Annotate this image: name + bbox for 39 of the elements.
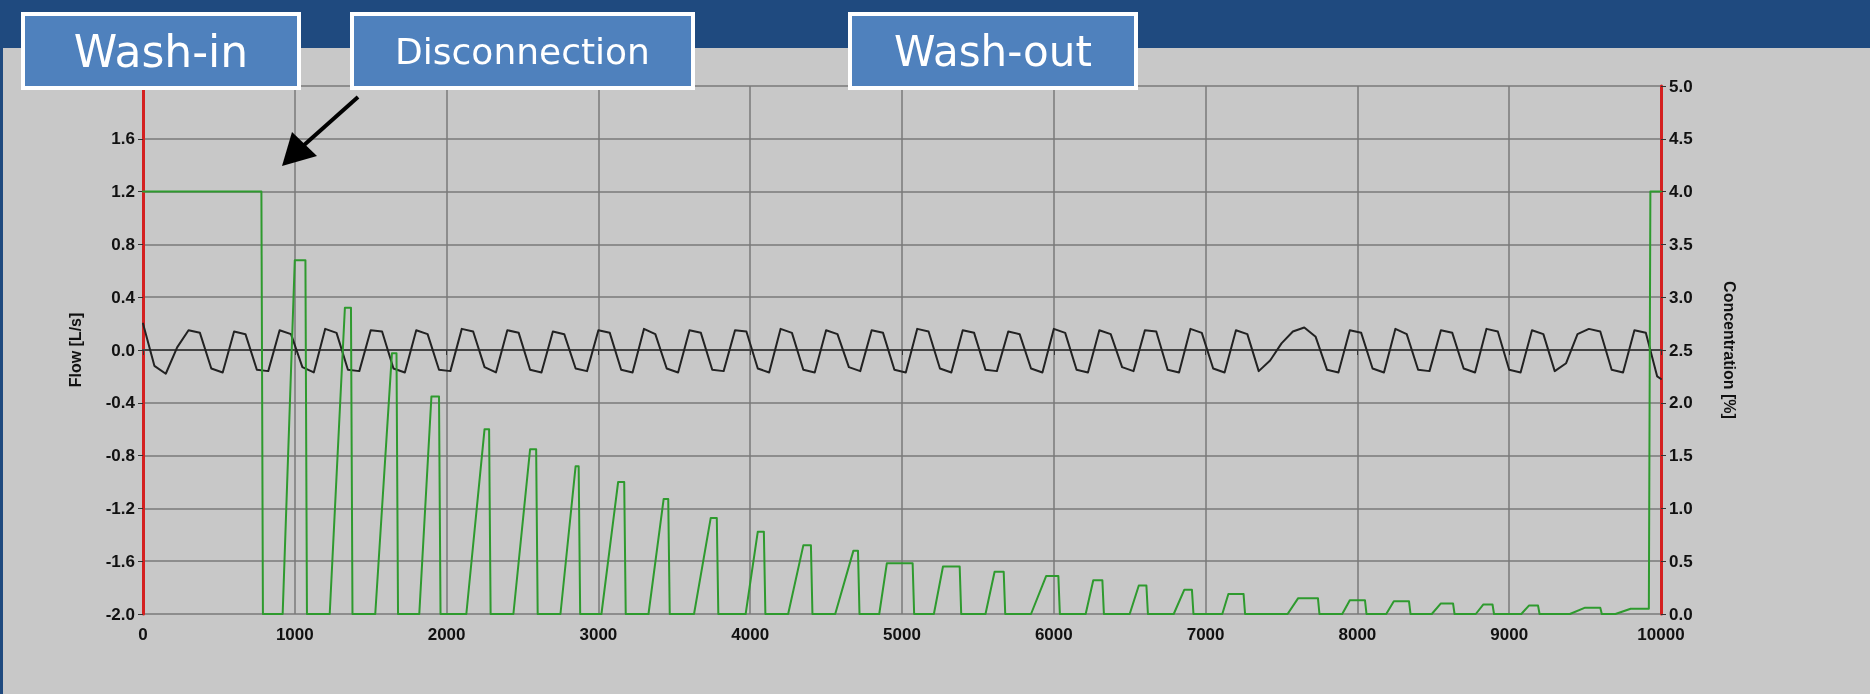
y-tick-label: 1.6 [111,129,135,149]
y-tick-label: -1.6 [105,551,135,571]
x-tick-label: 10000 [1637,625,1685,644]
y2-tick-label: 4.5 [1669,129,1693,149]
y2-tick-label: 1.5 [1669,446,1693,466]
line-series [142,322,1662,381]
y2-tick-label: 0.0 [1669,604,1693,624]
y2-axis-title: Concentration [%] [1720,281,1738,419]
x-tick-label: 2000 [427,625,466,644]
text: Disconnection [350,12,695,90]
y2-tick-label: 4.0 [1669,182,1693,202]
x-tick-label: 8000 [1338,625,1377,644]
x-tick-label: 3000 [579,625,618,644]
y-tick-label: 0.4 [111,287,136,307]
x-tick-label: 4000 [731,625,770,644]
line-series [142,190,1662,615]
y2-tick-label: 1.0 [1669,498,1693,518]
x-tick-label: 9000 [1490,625,1529,644]
y-tick-label: -2.0 [105,604,135,624]
text: Wash-out [848,12,1138,90]
x-tick-label: 0 [138,625,148,644]
y2-tick-label: 5.0 [1669,76,1693,96]
x-tick-label: 7000 [1186,625,1225,644]
y-axis-title: Flow [L/s] [66,312,84,388]
x-tick-label: 5000 [883,625,921,644]
y2-tick-label: 3.5 [1669,234,1693,254]
y-tick-label: -1.2 [105,498,135,518]
y-tick-label: 1.2 [111,182,135,202]
y2-tick-label: 2.0 [1669,393,1693,413]
y-tick-label: 0.0 [111,340,135,360]
y2-tick-label: 0.5 [1669,551,1693,571]
y-tick-label: 0.8 [111,234,135,254]
text: Wash-in [21,12,301,90]
y-tick-label: -0.4 [105,393,136,413]
x-tick-label: 1000 [275,625,314,644]
y2-tick-label: 2.5 [1669,340,1693,360]
x-tick-label: 6000 [1034,625,1073,644]
y-tick-label: -0.8 [105,446,135,466]
y2-tick-label: 3.0 [1669,287,1693,307]
